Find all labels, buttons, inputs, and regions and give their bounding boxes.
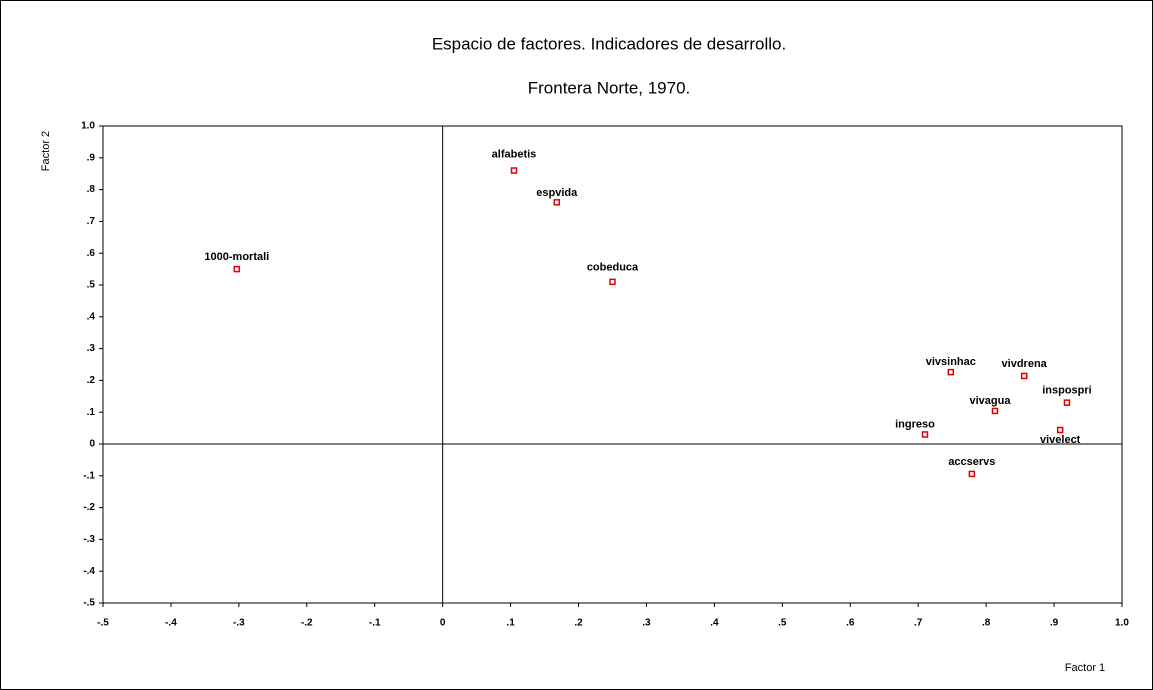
y-tick-label: .9 bbox=[87, 152, 96, 163]
x-tick-label: -.5 bbox=[97, 618, 109, 629]
point bbox=[947, 368, 955, 376]
y-tick-label: .7 bbox=[87, 216, 96, 227]
y-tick-label: -.1 bbox=[83, 470, 95, 481]
y-tick-label: .2 bbox=[87, 375, 96, 386]
y-tick-label: 0 bbox=[89, 439, 95, 450]
y-tick-label: .6 bbox=[87, 248, 96, 259]
point-label: vivsinhac bbox=[926, 356, 976, 368]
x-tick-label: .7 bbox=[914, 618, 923, 629]
y-axis-label: Factor 2 bbox=[40, 131, 52, 171]
y-tick-label: -.2 bbox=[83, 502, 95, 513]
x-axis-label: Factor 1 bbox=[1065, 662, 1105, 674]
point bbox=[1020, 372, 1028, 380]
y-tick-label: -.3 bbox=[83, 534, 95, 545]
point bbox=[921, 431, 929, 438]
point-label: 1000-mortali bbox=[204, 251, 269, 263]
chart-title: Espacio de factores. Indicadores de desa… bbox=[432, 34, 786, 53]
point-label: cobeduca bbox=[587, 262, 639, 274]
x-tick-label: 0 bbox=[440, 618, 446, 629]
y-tick-label: .4 bbox=[87, 311, 96, 322]
x-tick-label: .6 bbox=[846, 618, 855, 629]
point-label: ingreso bbox=[895, 418, 935, 430]
y-tick-label: -.5 bbox=[83, 598, 95, 609]
y-tick-label: -.4 bbox=[83, 566, 95, 577]
x-tick-label: .3 bbox=[642, 618, 651, 629]
point bbox=[1056, 426, 1064, 434]
plot-frame bbox=[102, 125, 1123, 604]
y-tick-label: .8 bbox=[87, 184, 96, 195]
point-label: espvida bbox=[536, 187, 578, 199]
point bbox=[1063, 399, 1071, 406]
x-tick-label: -.4 bbox=[165, 618, 177, 629]
x-tick-label: .5 bbox=[778, 618, 787, 629]
chart-subtitle: Frontera Norte, 1970. bbox=[528, 78, 691, 97]
x-tick-label: .2 bbox=[574, 618, 583, 629]
x-tick-label: -.1 bbox=[369, 618, 381, 629]
point-label: accservs bbox=[948, 456, 995, 468]
point-label: inspospri bbox=[1042, 385, 1092, 397]
x-tick-label: -.3 bbox=[233, 618, 245, 629]
point-label: vivelect bbox=[1040, 434, 1081, 446]
point-label: vivagua bbox=[969, 395, 1011, 407]
y-tick-label: .5 bbox=[87, 280, 96, 291]
x-tick-label: .1 bbox=[506, 618, 515, 629]
point bbox=[991, 407, 999, 415]
y-tick-label: .3 bbox=[87, 343, 96, 354]
point bbox=[968, 470, 976, 478]
point bbox=[553, 199, 561, 206]
point-label: alfabetis bbox=[492, 148, 537, 160]
point bbox=[609, 278, 616, 286]
y-tick-label: 1.0 bbox=[81, 121, 95, 132]
point-label: vivdrena bbox=[1002, 358, 1048, 370]
point bbox=[233, 265, 241, 273]
x-tick-label: .4 bbox=[710, 618, 719, 629]
x-tick-label: -.2 bbox=[301, 618, 313, 629]
x-tick-label: .8 bbox=[982, 618, 991, 629]
x-tick-label: .9 bbox=[1050, 618, 1059, 629]
x-tick-label: 1.0 bbox=[1115, 618, 1129, 629]
y-tick-label: .1 bbox=[87, 407, 96, 418]
point bbox=[510, 167, 518, 174]
